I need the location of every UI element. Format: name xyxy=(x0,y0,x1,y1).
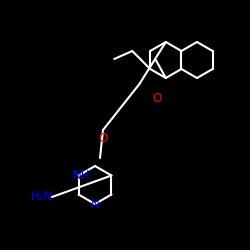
Text: H₂N: H₂N xyxy=(31,190,53,203)
Text: O: O xyxy=(98,132,108,144)
Text: N: N xyxy=(90,198,100,210)
Text: NH: NH xyxy=(73,169,90,182)
Text: O: O xyxy=(152,92,162,104)
